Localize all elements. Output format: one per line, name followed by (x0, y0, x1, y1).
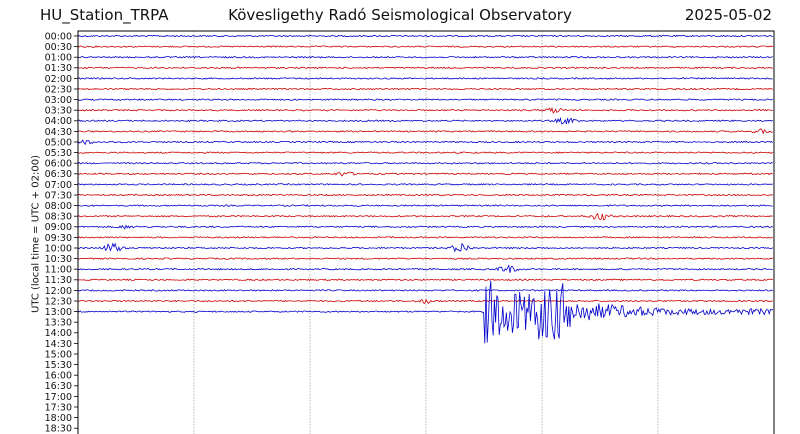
y-tick-label: 17:30 (45, 402, 72, 413)
y-tick-label: 07:00 (45, 180, 72, 191)
y-tick-label: 16:30 (45, 381, 72, 392)
y-tick-label: 16:00 (45, 371, 72, 382)
y-tick-label: 10:30 (45, 254, 72, 265)
y-tick-label: 02:30 (45, 84, 72, 95)
y-tick-label: 15:30 (45, 360, 72, 371)
y-tick-label: 03:30 (45, 106, 72, 117)
seismogram-trace-1230 (77, 298, 773, 305)
y-tick-label: 01:30 (45, 63, 72, 74)
y-tick-label: 08:30 (45, 212, 72, 223)
y-tick-label: 11:30 (45, 275, 72, 286)
y-tick-label: 07:30 (45, 190, 72, 201)
y-tick-label: 15:00 (45, 349, 72, 360)
y-tick-label: 14:00 (45, 328, 72, 339)
seismogram-trace-0000 (77, 34, 773, 38)
y-tick-label: 12:00 (45, 286, 72, 297)
y-tick-label: 02:00 (45, 74, 72, 85)
y-tick-label: 06:30 (45, 169, 72, 180)
y-tick-label: 06:00 (45, 159, 72, 170)
seismogram-trace-0330 (77, 106, 773, 114)
seismogram-trace-0730 (77, 193, 773, 197)
y-tick-label: 05:30 (45, 148, 72, 159)
station-name: HU_Station_TRPA (40, 6, 169, 24)
y-tick-label: 14:30 (45, 339, 72, 350)
seismogram-trace-1130 (77, 278, 773, 282)
seismogram-trace-0900 (77, 224, 773, 230)
y-tick-label: 10:00 (45, 243, 72, 254)
seismogram-trace-0030 (77, 45, 774, 48)
seismogram-trace-0600 (77, 161, 773, 165)
seismogram-trace-0700 (78, 183, 773, 186)
y-tick-label: 13:30 (45, 318, 72, 329)
seismogram-trace-0930 (77, 236, 773, 239)
seismogram-trace-0130 (77, 66, 773, 70)
y-tick-label: 03:00 (45, 95, 72, 106)
y-tick-label: 04:30 (45, 127, 72, 138)
y-tick-label: 00:00 (45, 31, 72, 42)
y-tick-label: 09:30 (45, 233, 72, 244)
trace-layer (77, 34, 774, 344)
chart-date: 2025-05-02 (684, 6, 772, 24)
chart-title: Kövesligethy Radó Seismological Observat… (228, 6, 572, 24)
seismogram-trace-1030 (77, 257, 774, 260)
tick-layer: 00:0000:3001:0001:3002:0002:3003:0003:30… (45, 31, 78, 434)
seismogram-trace-1300 (77, 280, 774, 344)
y-tick-label: 00:30 (45, 42, 72, 53)
seismogram-trace-1200 (77, 289, 774, 292)
seismogram-trace-0300 (77, 98, 774, 101)
plot-frame (77, 30, 775, 434)
grid-layer (193, 31, 659, 434)
seismogram-trace-0530 (77, 151, 774, 154)
seismogram-trace-0800 (77, 204, 773, 207)
y-tick-label: 08:00 (45, 201, 72, 212)
y-tick-label: 09:00 (45, 222, 72, 233)
y-tick-label: 12:30 (45, 296, 72, 307)
seismogram-trace-0400 (77, 116, 773, 125)
y-tick-label: 05:00 (45, 137, 72, 148)
seismogram-trace-1000 (77, 242, 774, 253)
seismogram-trace-0200 (77, 77, 773, 80)
seismogram-trace-0230 (78, 87, 774, 91)
y-tick-label: 11:00 (45, 265, 72, 276)
y-tick-label: 18:30 (45, 424, 72, 434)
y-tick-label: 04:00 (45, 116, 72, 127)
seismogram-trace-0830 (77, 212, 773, 221)
seismogram-trace-0100 (77, 55, 773, 59)
seismogram-trace-1100 (77, 264, 773, 273)
seismogram-trace-0430 (77, 128, 773, 135)
y-tick-label: 17:00 (45, 392, 72, 403)
seismogram-trace-0630 (77, 171, 774, 177)
seismogram-trace-0500 (77, 139, 774, 146)
y-tick-label: 01:00 (45, 53, 72, 64)
y-tick-label: 13:00 (45, 307, 72, 318)
y-tick-label: 18:00 (45, 413, 72, 424)
